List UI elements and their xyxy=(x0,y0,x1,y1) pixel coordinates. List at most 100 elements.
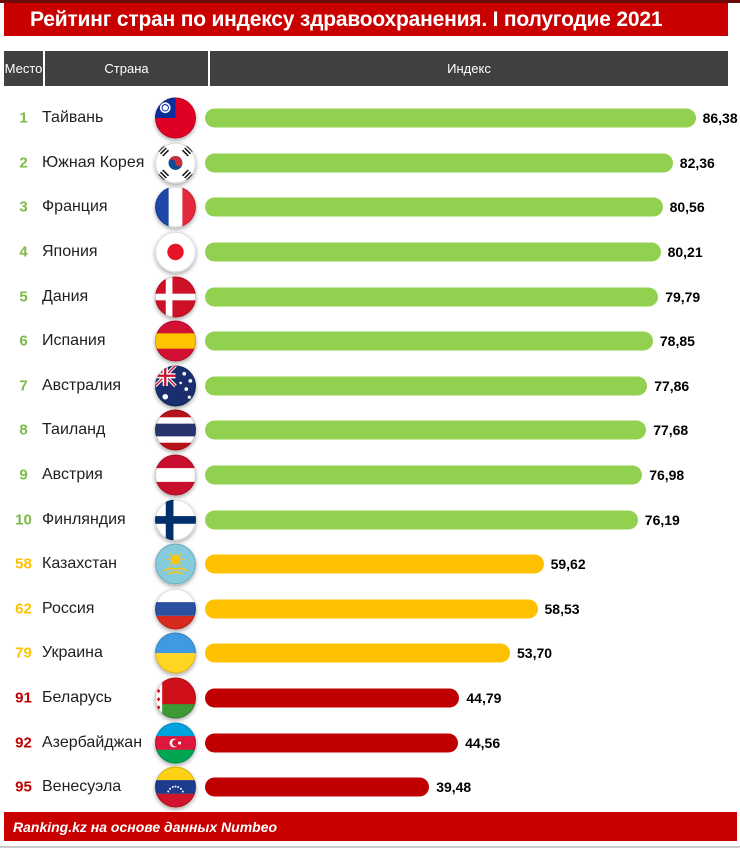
index-value: 53,70 xyxy=(517,645,553,662)
index-value: 78,85 xyxy=(659,333,695,350)
rank-number: 1 xyxy=(19,109,28,127)
index-bar xyxy=(205,153,673,173)
finland-flag-icon xyxy=(155,499,196,541)
column-header-place: Место xyxy=(4,61,43,76)
table-row: 4 Япония 80,21 xyxy=(4,230,740,275)
rank-number: 7 xyxy=(19,377,28,395)
table-row: 10 Финляндия 76,19 xyxy=(4,497,740,542)
country-name: Тайвань xyxy=(42,109,104,127)
index-value: 79,79 xyxy=(665,288,701,305)
venezuela-flag-icon xyxy=(155,766,196,808)
column-header-index: Индекс xyxy=(208,51,728,86)
index-bar xyxy=(205,287,659,307)
rank-number: 8 xyxy=(19,421,28,439)
taiwan-flag-icon xyxy=(155,97,196,139)
table-row: 8 Таиланд 77,68 xyxy=(4,408,740,453)
index-value: 80,21 xyxy=(667,244,703,261)
index-bar xyxy=(205,554,544,574)
ukraine-flag-icon xyxy=(155,632,196,674)
table-header: Место Страна Индекс xyxy=(4,51,728,86)
table-row: 9 Австрия 76,98 xyxy=(4,453,740,498)
belarus-flag-icon xyxy=(155,677,196,719)
country-name: Австрия xyxy=(42,466,103,484)
top-border-line xyxy=(0,0,740,3)
index-bar xyxy=(205,599,538,619)
country-name: Россия xyxy=(42,599,95,617)
column-header-country: Страна xyxy=(43,51,208,86)
index-bar xyxy=(205,465,643,485)
index-bar xyxy=(205,197,663,217)
france-flag-icon xyxy=(155,186,196,228)
country-name: Южная Корея xyxy=(42,153,145,171)
rank-number: 79 xyxy=(15,644,32,662)
index-bar xyxy=(205,331,653,351)
table-row: 92 Азербайджан 44,56 xyxy=(4,720,740,765)
south-korea-flag-icon xyxy=(155,142,196,184)
spain-flag-icon xyxy=(155,320,196,362)
index-value: 44,79 xyxy=(466,690,502,707)
index-value: 76,19 xyxy=(644,511,680,528)
country-name: Финляндия xyxy=(42,510,126,528)
table-row: 6 Испания 78,85 xyxy=(4,319,740,364)
country-name: Испания xyxy=(42,332,106,350)
rank-number: 58 xyxy=(15,555,32,573)
country-name: Азербайджан xyxy=(42,733,143,751)
index-value: 77,86 xyxy=(654,377,690,394)
index-bar xyxy=(205,643,510,663)
index-value: 86,38 xyxy=(702,110,738,127)
index-value: 39,48 xyxy=(436,779,472,796)
source-credit: Ranking.kz на основе данных Numbeo xyxy=(13,818,278,835)
table-row: 58 Казахстан 59,62 xyxy=(4,542,740,587)
country-name: Дания xyxy=(42,287,89,305)
rank-number: 92 xyxy=(15,734,32,752)
rank-number: 10 xyxy=(15,511,32,529)
index-bar xyxy=(205,688,460,708)
table-row: 7 Австралия 77,86 xyxy=(4,364,740,409)
rank-number: 5 xyxy=(19,288,28,306)
index-bar xyxy=(205,420,647,440)
index-bar xyxy=(205,777,430,797)
japan-flag-icon xyxy=(155,231,196,273)
austria-flag-icon xyxy=(155,454,196,496)
index-value: 44,56 xyxy=(465,734,501,751)
rank-number: 91 xyxy=(15,689,32,707)
rows: 1 Тайвань 86,38 2 Южная Корея 82,36 3 Франция 80… xyxy=(4,96,740,810)
index-bar xyxy=(205,733,459,753)
country-name: Беларусь xyxy=(42,689,112,707)
title-bar: Рейтинг стран по индексу здравоохранения… xyxy=(4,3,728,36)
table-row: 91 Беларусь 44,79 xyxy=(4,676,740,721)
index-value: 59,62 xyxy=(550,556,586,573)
thailand-flag-icon xyxy=(155,409,196,451)
denmark-flag-icon xyxy=(155,276,196,318)
table-row: 1 Тайвань 86,38 xyxy=(4,96,740,141)
index-bar xyxy=(205,242,661,262)
australia-flag-icon xyxy=(155,365,196,407)
index-value: 82,36 xyxy=(679,154,715,171)
index-bar xyxy=(205,510,638,530)
table-row: 3 Франция 80,56 xyxy=(4,185,740,230)
index-bar xyxy=(205,376,648,396)
rank-number: 9 xyxy=(19,466,28,484)
country-name: Венесуэла xyxy=(42,778,122,796)
index-value: 77,68 xyxy=(653,422,689,439)
table-row: 79 Украина 53,70 xyxy=(4,631,740,676)
index-value: 80,56 xyxy=(669,199,705,216)
rank-number: 62 xyxy=(15,600,32,618)
country-name: Украина xyxy=(42,644,103,662)
index-bar xyxy=(205,108,696,128)
country-name: Таиланд xyxy=(42,421,106,439)
footer-bar: Ranking.kz на основе данных Numbeo xyxy=(4,812,737,841)
table-row: 95 Венесуэла 39,48 xyxy=(4,765,740,810)
rank-number: 2 xyxy=(19,154,28,172)
country-name: Франция xyxy=(42,198,108,216)
country-name: Япония xyxy=(42,243,98,261)
azerbaijan-flag-icon xyxy=(155,722,196,764)
page-title: Рейтинг стран по индексу здравоохранения… xyxy=(30,7,663,31)
index-value: 76,98 xyxy=(649,467,685,484)
rank-number: 4 xyxy=(19,243,28,261)
table-row: 5 Дания 79,79 xyxy=(4,274,740,319)
rank-number: 6 xyxy=(19,332,28,350)
index-value: 58,53 xyxy=(544,600,580,617)
kazakhstan-flag-icon xyxy=(155,543,196,585)
country-name: Казахстан xyxy=(42,555,117,573)
